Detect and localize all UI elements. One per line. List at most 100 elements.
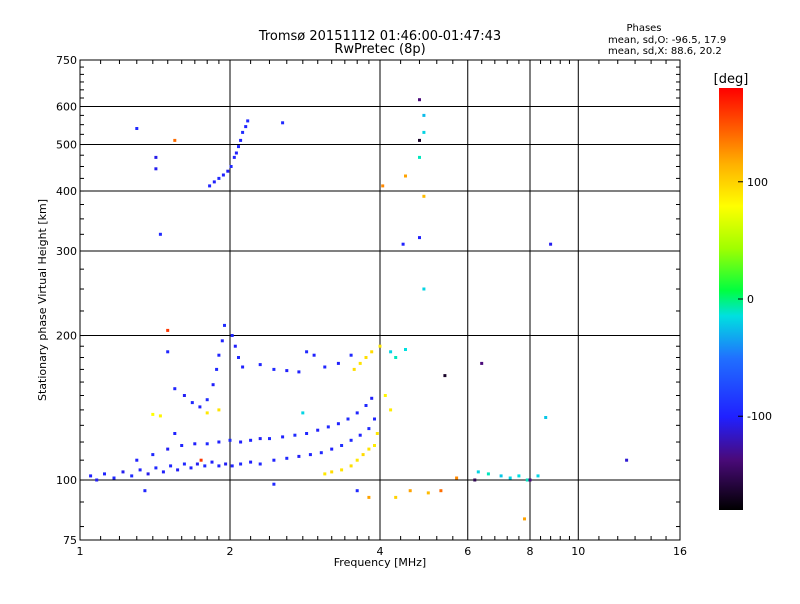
data-point xyxy=(364,404,368,407)
data-point xyxy=(517,474,521,478)
data-point xyxy=(198,405,202,409)
data-point xyxy=(281,121,285,125)
grid-layer xyxy=(80,60,680,540)
data-point xyxy=(418,98,421,102)
data-point xyxy=(401,242,405,246)
data-point xyxy=(525,478,529,482)
data-point xyxy=(268,437,271,441)
data-point xyxy=(323,472,327,476)
x-tick-label: 1 xyxy=(77,545,84,558)
data-point xyxy=(239,138,243,142)
data-point xyxy=(173,387,177,391)
colorbar-tick-label: -100 xyxy=(747,410,772,423)
data-point xyxy=(370,396,374,400)
chart-subtitle: RwPretec (8p) xyxy=(334,42,425,57)
data-point xyxy=(210,460,214,464)
data-point xyxy=(258,437,262,441)
data-point xyxy=(143,489,147,493)
data-point xyxy=(418,155,421,159)
data-point xyxy=(528,478,532,482)
data-point xyxy=(340,468,344,472)
data-point xyxy=(336,422,340,426)
data-point xyxy=(199,458,203,462)
data-point xyxy=(330,470,334,474)
data-point xyxy=(355,489,359,493)
stats-line-x: mean, sd,X: 88.6, 20.2 xyxy=(608,46,722,57)
data-point xyxy=(355,411,359,415)
data-point xyxy=(154,167,158,171)
data-point xyxy=(375,432,379,435)
data-point xyxy=(208,184,212,188)
data-point xyxy=(221,173,225,177)
y-tick-label: 200 xyxy=(56,330,77,343)
y-tick-label: 600 xyxy=(56,101,77,114)
data-point xyxy=(166,447,170,451)
data-point xyxy=(383,394,387,397)
data-point xyxy=(258,363,262,367)
data-point xyxy=(285,369,289,373)
data-point xyxy=(112,476,116,480)
y-tick-label: 400 xyxy=(56,185,77,198)
data-point xyxy=(381,184,385,188)
y-tick-label: 750 xyxy=(56,54,77,67)
data-point xyxy=(103,472,106,476)
data-point xyxy=(316,428,320,432)
data-point xyxy=(217,408,221,412)
data-point xyxy=(138,468,142,472)
data-point xyxy=(223,323,226,327)
data-point xyxy=(205,442,209,446)
data-point xyxy=(182,462,186,466)
data-point xyxy=(180,444,184,447)
data-point xyxy=(249,460,253,464)
x-axis-label: Frequency [MHz] xyxy=(334,556,426,569)
data-point xyxy=(217,353,221,357)
colorbar-label: [deg] xyxy=(714,72,749,87)
data-point xyxy=(151,453,155,457)
data-point xyxy=(237,356,240,359)
data-point xyxy=(217,440,221,444)
data-point xyxy=(135,127,139,130)
data-point xyxy=(237,145,240,149)
y-tick-label: 75 xyxy=(63,534,77,547)
data-point xyxy=(349,353,353,357)
data-point xyxy=(224,462,228,466)
data-point xyxy=(361,453,365,457)
data-point xyxy=(205,398,209,402)
data-point xyxy=(443,374,447,378)
x-tick-label: 16 xyxy=(673,545,687,558)
data-point xyxy=(349,438,353,442)
data-point xyxy=(189,466,193,470)
data-point xyxy=(480,361,484,365)
data-point xyxy=(232,155,236,159)
data-point xyxy=(305,432,309,435)
data-point xyxy=(229,165,233,168)
data-point xyxy=(182,394,186,397)
data-point xyxy=(154,155,158,159)
colorbar-tick-label: 100 xyxy=(747,176,768,189)
data-point xyxy=(195,462,199,466)
data-point xyxy=(293,433,297,437)
y-tick-label: 300 xyxy=(56,245,77,258)
data-point xyxy=(176,468,180,472)
data-point xyxy=(378,344,382,348)
data-point xyxy=(308,453,312,457)
data-point xyxy=(349,464,353,468)
data-point xyxy=(536,474,540,478)
data-point xyxy=(323,365,327,369)
data-point xyxy=(173,432,177,435)
data-point xyxy=(169,464,173,468)
data-point xyxy=(166,328,170,332)
data-point xyxy=(394,356,398,359)
data-point xyxy=(523,517,526,521)
data-point xyxy=(272,458,276,462)
data-point xyxy=(258,462,262,466)
data-point xyxy=(226,169,230,173)
data-point xyxy=(121,470,125,474)
data-point xyxy=(220,339,224,343)
data-point xyxy=(234,151,238,155)
data-point xyxy=(239,440,243,444)
data-point xyxy=(426,491,430,495)
data-point xyxy=(190,401,194,405)
